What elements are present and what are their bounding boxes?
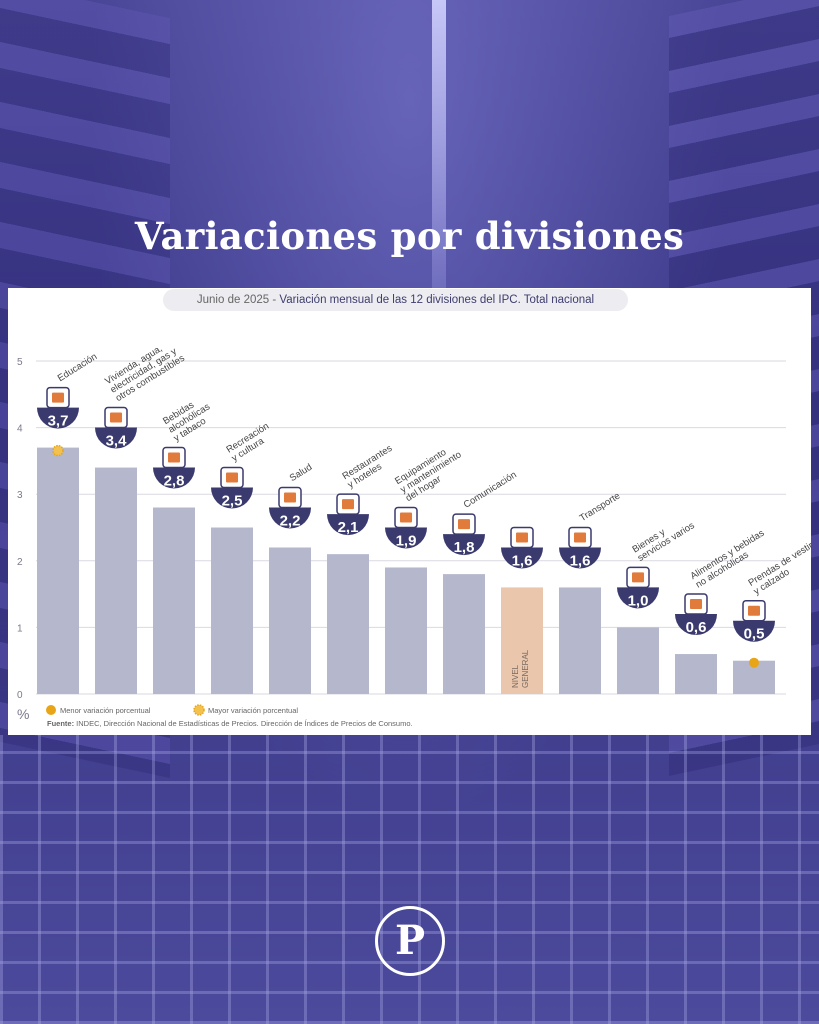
data-label: 2,8 — [164, 473, 185, 490]
page-title: Variaciones por divisiones — [134, 214, 685, 258]
category-label-line: Transporte — [578, 490, 622, 523]
bar — [95, 467, 137, 694]
general-label-line: GENERAL — [521, 649, 530, 688]
bar — [617, 627, 659, 694]
data-label: 2,5 — [222, 493, 243, 510]
appliance-icon — [394, 506, 418, 529]
bar — [37, 447, 79, 694]
bar — [443, 574, 485, 694]
data-label: 3,7 — [48, 413, 69, 430]
legend-high-marker — [193, 704, 205, 716]
clothes-icon — [742, 599, 766, 622]
value-badge — [443, 534, 485, 556]
ceiling-light-decor — [432, 0, 446, 300]
source-label: Fuente: — [47, 719, 74, 728]
bar — [327, 554, 369, 694]
wine-icon — [162, 446, 186, 469]
value-badge — [559, 547, 601, 569]
value-badge — [95, 427, 137, 449]
category-label-line: Educación — [56, 351, 99, 384]
value-badge — [675, 614, 717, 636]
data-label: 1,0 — [628, 592, 649, 609]
value-badge — [617, 587, 659, 609]
value-badge — [501, 547, 543, 569]
category-label: Transporte — [578, 490, 622, 523]
y-tick-label: 4 — [17, 424, 23, 435]
basket-icon — [510, 526, 534, 549]
general-label: NIVEL GENERAL — [511, 649, 530, 688]
y-tick-label: 0 — [17, 690, 23, 701]
value-badge — [37, 407, 79, 429]
highest-marker — [52, 444, 64, 457]
bar — [675, 654, 717, 694]
general-label-line: NIVEL — [511, 664, 520, 688]
category-label: Comunicación — [462, 469, 519, 510]
medical-cross-icon — [278, 486, 302, 509]
value-badge — [269, 507, 311, 529]
brand-logo: P — [375, 906, 445, 976]
data-label: 2,2 — [280, 512, 301, 529]
y-tick-label: 2 — [17, 557, 23, 568]
bar — [211, 527, 253, 694]
category-label-line: Salud — [288, 462, 314, 484]
legend-low-label: Menor variación porcentual — [60, 706, 151, 715]
value-badge — [211, 487, 253, 509]
data-label: 1,6 — [512, 552, 533, 569]
data-label: 0,6 — [686, 619, 707, 636]
data-label: 0,5 — [744, 626, 765, 643]
chart-subtitle: Junio de 2025 - Variación mensual de las… — [163, 289, 628, 311]
phone-icon — [452, 513, 476, 535]
source-note: Fuente: INDEC, Dirección Nacional de Est… — [47, 719, 413, 728]
dining-icon — [336, 493, 360, 515]
data-label: 1,8 — [454, 539, 475, 556]
y-axis-unit: % — [17, 706, 29, 722]
bus-card-icon — [568, 526, 592, 549]
bar — [153, 507, 195, 694]
faucet-bulb-icon — [104, 406, 128, 429]
value-badge — [153, 467, 195, 489]
books-icon — [46, 386, 70, 409]
bar-general — [501, 587, 543, 694]
umbrella-icon — [220, 466, 244, 489]
y-tick-label: 1 — [17, 623, 23, 634]
subtitle-text: Variación mensual de las 12 divisiones d… — [279, 294, 595, 306]
value-badge — [733, 620, 775, 642]
data-label: 2,1 — [338, 519, 359, 536]
legend-low-marker — [46, 705, 56, 715]
category-label: Vivienda, agua,electricidad, gas yotros … — [103, 343, 187, 404]
bar — [559, 587, 601, 694]
subtitle-date: Junio de 2025 - — [196, 294, 280, 306]
value-badge — [385, 527, 427, 549]
bars-layer — [37, 447, 775, 694]
data-label: 1,6 — [570, 552, 591, 569]
category-label: Educación — [56, 351, 99, 384]
source-text: INDEC, Dirección Nacional de Estadística… — [74, 719, 413, 728]
category-label-line: Comunicación — [462, 469, 519, 510]
bar — [385, 567, 427, 694]
food-icon — [684, 593, 708, 615]
value-badge — [327, 514, 369, 536]
bar — [269, 547, 311, 694]
legend-high-label: Mayor variación porcentual — [208, 706, 298, 715]
comb-icon — [626, 566, 650, 589]
y-tick-label: 5 — [17, 357, 23, 368]
data-label: 1,9 — [396, 532, 417, 549]
category-label: Salud — [288, 462, 314, 484]
data-label: 3,4 — [106, 433, 128, 450]
legend: Menor variación porcentual Mayor variaci… — [46, 704, 298, 716]
lowest-marker — [749, 657, 759, 668]
y-tick-label: 3 — [17, 490, 23, 501]
